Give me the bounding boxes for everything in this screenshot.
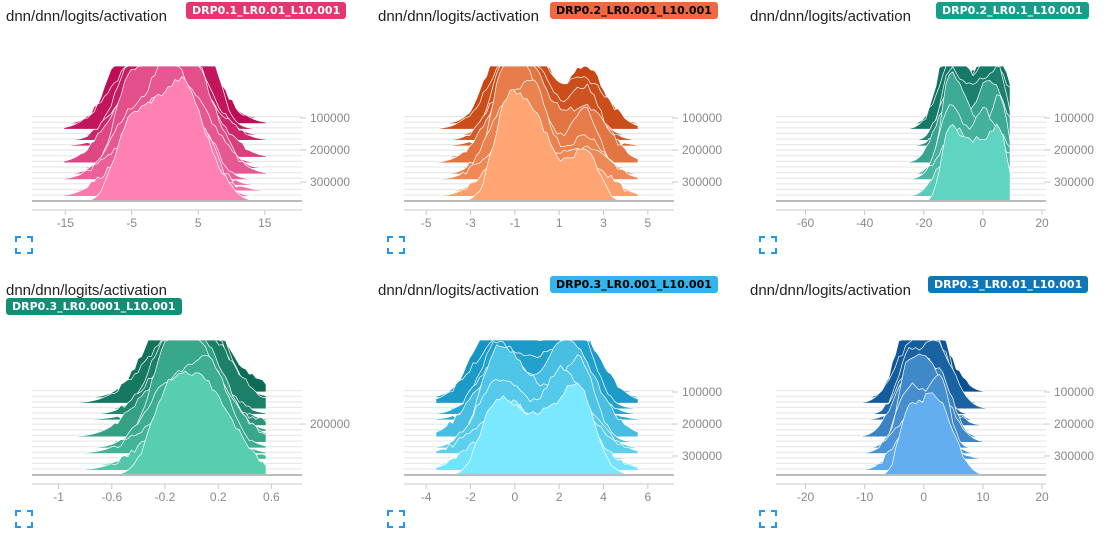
- x-tick-label: -0.6: [101, 490, 122, 504]
- x-tick-label: -5: [421, 216, 432, 230]
- histogram-panel: dnn/dnn/logits/activation DRP0.3_LR0.001_…: [372, 274, 742, 546]
- histogram-panel: dnn/dnn/logits/activation DRP0.1_LR0.01_L…: [0, 0, 370, 272]
- y-tick-label: 300000: [682, 449, 722, 463]
- step-guide: [776, 138, 1046, 140]
- step-guide: [776, 177, 1046, 179]
- x-tick-label: 1: [556, 216, 563, 230]
- panel-title: dnn/dnn/logits/activation: [378, 282, 539, 299]
- x-tick-label: -3: [465, 216, 476, 230]
- step-guide: [776, 155, 1046, 157]
- panel-title: dnn/dnn/logits/activation: [378, 8, 539, 25]
- x-tick-label: 0.2: [210, 490, 227, 504]
- run-badge: DRP0.1_LR0.01_L10.001: [186, 2, 347, 19]
- x-tick-label: -20: [915, 216, 933, 230]
- y-tick-label: 200000: [310, 417, 350, 431]
- step-guide: [776, 188, 1046, 190]
- x-tick-label: 5: [195, 216, 202, 230]
- baseline: [776, 200, 1046, 202]
- step-guide: [776, 144, 1046, 146]
- fullscreen-icon[interactable]: [15, 510, 33, 528]
- baseline: [32, 200, 302, 202]
- x-tick-label: 5: [644, 216, 651, 230]
- x-tick-label: 6: [644, 490, 651, 504]
- y-tick-label: 100000: [682, 385, 722, 399]
- histogram-chart: -15 -5 5 15 100000 200000 300000: [15, 65, 350, 254]
- x-tick-label: -1: [509, 216, 520, 230]
- run-badge: DRP0.3_LR0.01_L10.001: [928, 276, 1089, 293]
- y-tick-label: 100000: [682, 111, 722, 125]
- panel-title: dnn/dnn/logits/activation: [750, 282, 911, 299]
- fullscreen-icon[interactable]: [387, 236, 405, 254]
- x-tick-label: -60: [797, 216, 815, 230]
- histogram-panel: dnn/dnn/logits/activation DRP0.2_LR0.001_…: [372, 0, 742, 272]
- step-guide: [776, 194, 1046, 196]
- x-tick-label: -2: [465, 490, 476, 504]
- run-badge: DRP0.3_LR0.001_L10.001: [550, 276, 718, 293]
- x-tick-label: -40: [856, 216, 874, 230]
- histogram-ridge: [435, 88, 639, 203]
- x-tick-label: 0: [980, 216, 987, 230]
- x-tick-label: 10: [976, 490, 990, 504]
- y-tick-label: 200000: [1054, 417, 1094, 431]
- y-tick-label: 100000: [310, 111, 350, 125]
- step-guide: [776, 132, 1046, 134]
- histogram-ridge: [63, 76, 267, 203]
- step-guide: [776, 149, 1046, 151]
- step-guide: [776, 166, 1046, 168]
- x-tick-label: 2: [556, 490, 563, 504]
- fullscreen-icon[interactable]: [387, 510, 405, 528]
- y-tick-label: 200000: [310, 143, 350, 157]
- x-tick-label: 20: [1035, 490, 1049, 504]
- x-tick-label: -4: [421, 490, 432, 504]
- x-tick-label: 3: [600, 216, 607, 230]
- histogram-ridge: [435, 382, 639, 477]
- run-badge: DRP0.2_LR0.001_L10.001: [550, 2, 718, 19]
- x-tick-label: -10: [856, 490, 874, 504]
- y-tick-label: 300000: [1054, 449, 1094, 463]
- histogram-chart: -1 -0.6 -0.2 0.2 0.6 200000: [15, 339, 350, 528]
- x-tick-label: -15: [57, 216, 75, 230]
- baseline: [32, 474, 302, 476]
- run-badge: DRP0.2_LR0.1_L10.001: [936, 2, 1089, 19]
- histogram-panel: dnn/dnn/logits/activation DRP0.3_LR0.01_L…: [744, 274, 1112, 546]
- panel-title: dnn/dnn/logits/activation: [6, 282, 167, 299]
- panel-title: dnn/dnn/logits/activation: [750, 8, 911, 25]
- x-tick-label: 0: [920, 490, 927, 504]
- x-tick-label: 4: [600, 490, 607, 504]
- baseline: [404, 474, 674, 476]
- run-badge: DRP0.3_LR0.0001_L10.001: [6, 298, 182, 315]
- baseline: [404, 200, 674, 202]
- baseline: [776, 474, 1046, 476]
- histogram-panel: dnn/dnn/logits/activation DRP0.2_LR0.1_L1…: [744, 0, 1112, 272]
- x-tick-label: 0.6: [263, 490, 280, 504]
- x-tick-label: -1: [53, 490, 64, 504]
- x-tick-label: 0: [511, 490, 518, 504]
- step-guide: [776, 116, 1046, 118]
- fullscreen-icon[interactable]: [759, 236, 777, 254]
- x-tick-label: -20: [797, 490, 815, 504]
- y-tick-label: 100000: [1054, 385, 1094, 399]
- x-tick-label: -0.2: [155, 490, 176, 504]
- y-tick-label: 200000: [1054, 143, 1094, 157]
- panel-title: dnn/dnn/logits/activation: [6, 8, 167, 25]
- x-tick-label: -5: [126, 216, 137, 230]
- y-tick-label: 300000: [682, 175, 722, 189]
- x-tick-label: 15: [258, 216, 272, 230]
- x-tick-label: 20: [1035, 216, 1049, 230]
- histogram-chart: -20 -10 0 10 20 100000 200000 300000: [759, 339, 1094, 528]
- y-tick-label: 300000: [310, 175, 350, 189]
- y-tick-label: 300000: [1054, 175, 1094, 189]
- y-tick-label: 200000: [682, 143, 722, 157]
- histogram-chart: -5 -3 -1 1 3 5 100000 200000 300000: [387, 65, 722, 254]
- step-guide: [776, 172, 1046, 174]
- fullscreen-icon[interactable]: [759, 510, 777, 528]
- histogram-chart: -4 -2 0 2 4 6 100000 200000 300000: [387, 339, 722, 528]
- y-tick-label: 200000: [682, 417, 722, 431]
- histogram-panel: dnn/dnn/logits/activation DRP0.3_LR0.0001…: [0, 274, 370, 546]
- y-tick-label: 100000: [1054, 111, 1094, 125]
- fullscreen-icon[interactable]: [15, 236, 33, 254]
- step-guide: [776, 121, 1046, 123]
- step-guide: [776, 183, 1046, 185]
- histogram-chart: -60 -40 -20 0 20 100000 200000 300000: [759, 65, 1094, 254]
